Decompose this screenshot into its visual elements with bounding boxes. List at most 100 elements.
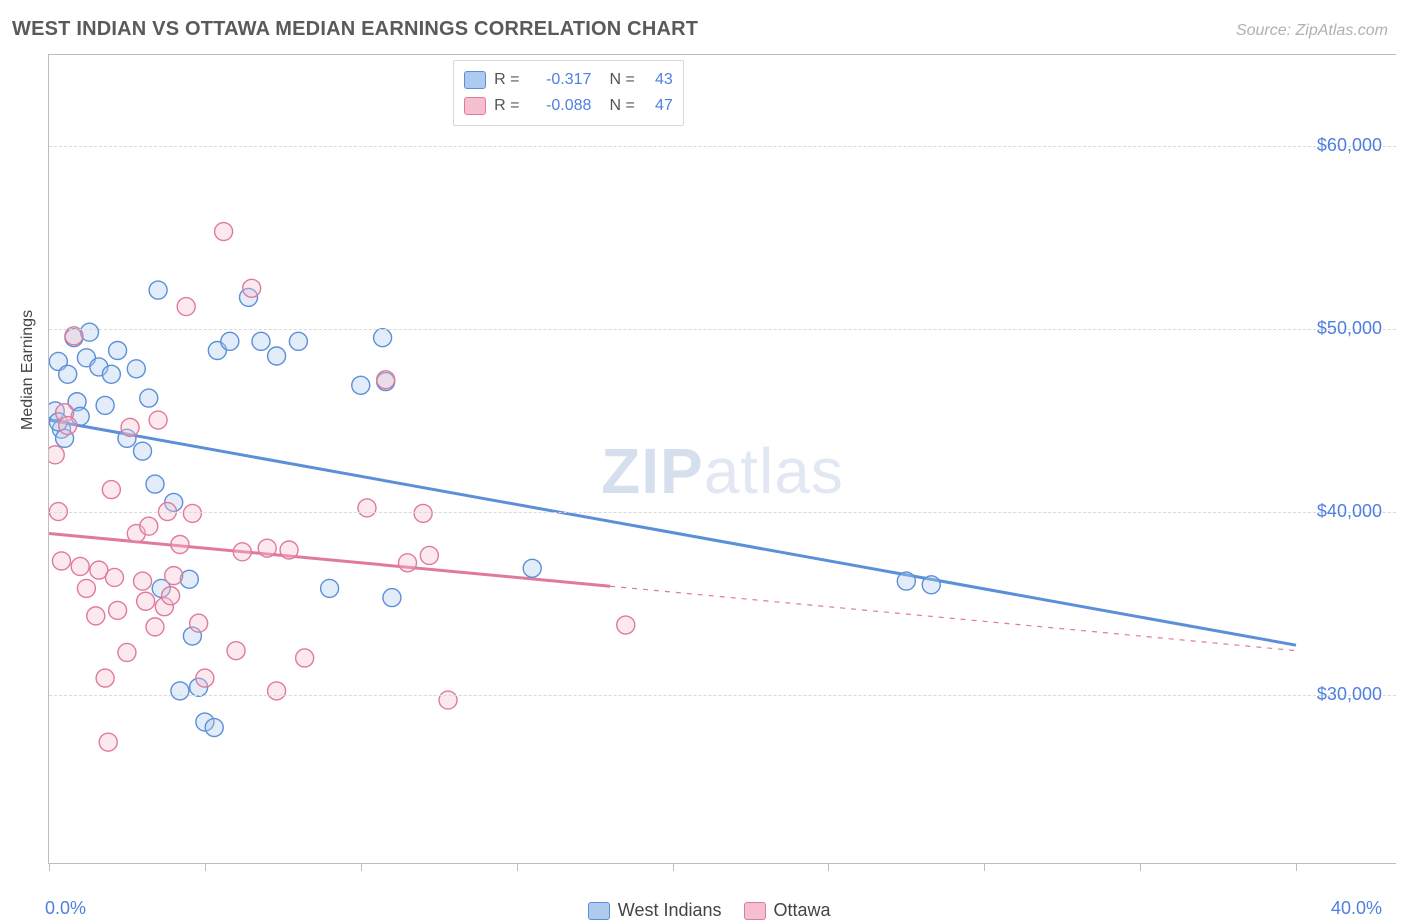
data-point: [134, 572, 152, 590]
data-point: [140, 389, 158, 407]
data-point: [52, 552, 70, 570]
x-tick: [1140, 863, 1141, 871]
legend-n-label: N =: [609, 93, 634, 119]
legend-series: West Indians Ottawa: [588, 900, 831, 921]
data-point: [321, 579, 339, 597]
data-point: [243, 279, 261, 297]
data-point: [59, 365, 77, 383]
legend-r-value: -0.317: [527, 67, 591, 93]
data-point: [165, 567, 183, 585]
data-point: [140, 517, 158, 535]
data-point: [399, 554, 417, 572]
legend-swatch: [744, 902, 766, 920]
legend-r-label: R =: [494, 93, 519, 119]
data-point: [146, 475, 164, 493]
data-point: [121, 418, 139, 436]
data-point: [177, 298, 195, 316]
legend-r-value: -0.088: [527, 93, 591, 119]
legend-n-value: 43: [643, 67, 673, 93]
legend-swatch: [464, 97, 486, 115]
legend-swatch: [588, 902, 610, 920]
legend-row: R = -0.317 N = 43: [464, 67, 673, 93]
data-point: [96, 396, 114, 414]
data-point: [897, 572, 915, 590]
data-point: [65, 327, 83, 345]
data-point: [102, 481, 120, 499]
trend-line: [49, 420, 1296, 645]
y-tick-label: $30,000: [1317, 684, 1382, 705]
grid-line: [49, 329, 1396, 330]
data-point: [196, 669, 214, 687]
grid-line: [49, 512, 1396, 513]
x-tick-label: 0.0%: [45, 898, 86, 919]
data-point: [109, 601, 127, 619]
data-point: [77, 579, 95, 597]
data-point: [383, 589, 401, 607]
data-point: [171, 536, 189, 554]
data-point: [146, 618, 164, 636]
plot-area: ZIPatlas R =-0.317 N =43R =-0.088 N =47 …: [48, 54, 1396, 864]
x-tick: [1296, 863, 1297, 871]
data-point: [352, 376, 370, 394]
series-label: West Indians: [618, 900, 722, 921]
legend-r-label: R =: [494, 67, 519, 93]
legend-swatch: [464, 71, 486, 89]
data-point: [102, 365, 120, 383]
data-point: [523, 559, 541, 577]
x-tick-label: 40.0%: [1331, 898, 1382, 919]
data-point: [280, 541, 298, 559]
data-point: [137, 592, 155, 610]
chart-title: WEST INDIAN VS OTTAWA MEDIAN EARNINGS CO…: [12, 18, 698, 41]
plot-canvas: ZIPatlas R =-0.317 N =43R =-0.088 N =47: [49, 54, 1396, 841]
data-point: [268, 682, 286, 700]
grid-line: [49, 695, 1396, 696]
data-point: [221, 332, 239, 350]
series-label: Ottawa: [774, 900, 831, 921]
trend-line-extrapolated: [610, 586, 1296, 650]
data-point: [190, 614, 208, 632]
scatter-svg: [49, 54, 1396, 841]
y-tick-label: $50,000: [1317, 318, 1382, 339]
y-axis-label: Median Earnings: [19, 310, 37, 430]
data-point: [358, 499, 376, 517]
data-point: [96, 669, 114, 687]
y-tick-label: $40,000: [1317, 501, 1382, 522]
data-point: [71, 557, 89, 575]
y-tick-label: $60,000: [1317, 135, 1382, 156]
data-point: [420, 546, 438, 564]
data-point: [414, 504, 432, 522]
data-point: [99, 733, 117, 751]
data-point: [922, 576, 940, 594]
data-point: [134, 442, 152, 460]
data-point: [374, 329, 392, 347]
x-tick: [517, 863, 518, 871]
data-point: [49, 446, 64, 464]
x-tick: [49, 863, 50, 871]
source-attribution: Source: ZipAtlas.com: [1236, 22, 1388, 40]
x-tick: [984, 863, 985, 871]
legend-correlation: R = -0.317 N = 43 R = -0.088 N = 47: [453, 60, 684, 126]
data-point: [205, 719, 223, 737]
data-point: [105, 568, 123, 586]
data-point: [127, 360, 145, 378]
data-point: [377, 371, 395, 389]
data-point: [87, 607, 105, 625]
grid-line: [49, 146, 1396, 147]
data-point: [109, 341, 127, 359]
data-point: [252, 332, 270, 350]
x-tick: [828, 863, 829, 871]
data-point: [118, 643, 136, 661]
series-legend-item: West Indians: [588, 900, 722, 921]
data-point: [162, 587, 180, 605]
data-point: [289, 332, 307, 350]
x-tick: [361, 863, 362, 871]
data-point: [149, 411, 167, 429]
x-tick: [673, 863, 674, 871]
x-tick: [205, 863, 206, 871]
data-point: [233, 543, 251, 561]
legend-n-value: 47: [643, 93, 673, 119]
data-point: [617, 616, 635, 634]
data-point: [296, 649, 314, 667]
legend-n-label: N =: [609, 67, 634, 93]
data-point: [268, 347, 286, 365]
